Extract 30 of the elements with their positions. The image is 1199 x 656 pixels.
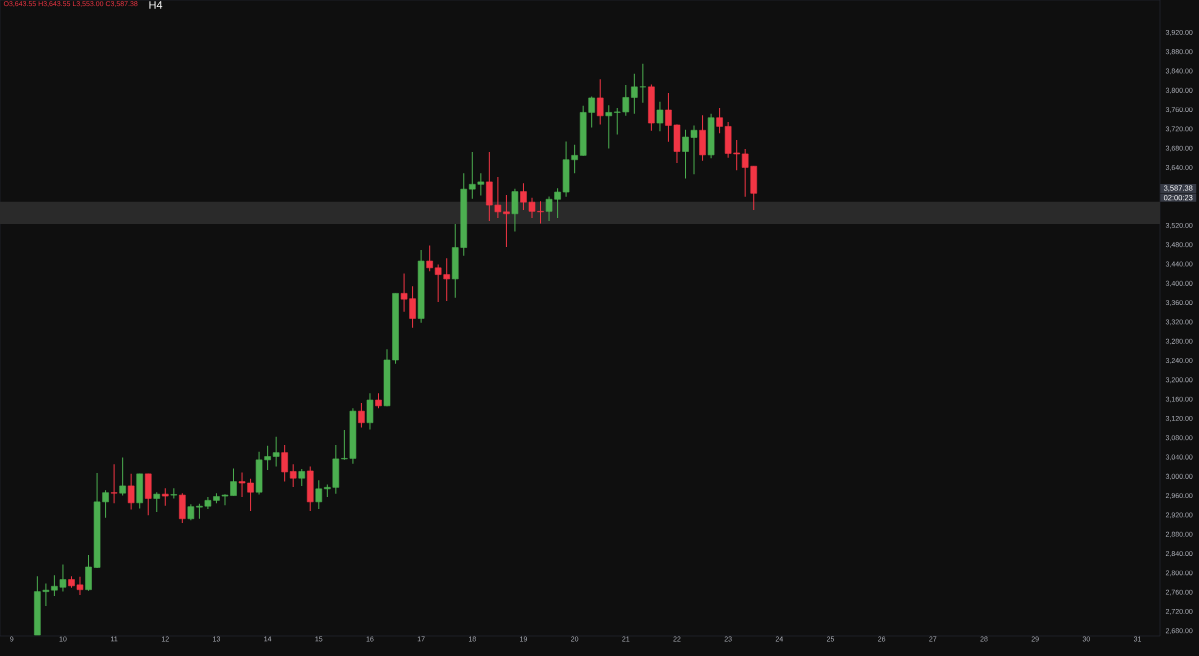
candlestick: [161, 487, 169, 507]
candlestick: [639, 63, 647, 104]
candlestick: [289, 463, 297, 488]
candlestick: [605, 104, 613, 150]
candlestick: [306, 466, 314, 512]
candlestick: [110, 463, 118, 504]
candlestick: [272, 436, 280, 468]
candlestick: [366, 392, 374, 430]
candlestick: [358, 402, 365, 429]
candlestick: [426, 245, 433, 272]
candlestick: [707, 113, 715, 159]
candlestick: [153, 491, 161, 513]
candlestick: [281, 444, 288, 483]
candlestick: [375, 392, 382, 409]
candlestick: [716, 107, 723, 134]
candlestick: [631, 73, 638, 115]
candlestick: [699, 114, 706, 162]
candlestick: [144, 473, 152, 516]
candlestick: [170, 487, 178, 499]
candlestick: [179, 492, 186, 524]
candlestick: [298, 468, 306, 487]
candlestick: [656, 101, 664, 132]
candlestick: [119, 456, 126, 497]
candlestick: [315, 479, 323, 510]
candlestick: [648, 83, 655, 132]
candlestick: [417, 249, 425, 324]
candlestick: [596, 78, 604, 125]
annotation: H4: [149, 1, 163, 9]
candlestick: [136, 473, 143, 510]
candlestick: [511, 188, 519, 233]
